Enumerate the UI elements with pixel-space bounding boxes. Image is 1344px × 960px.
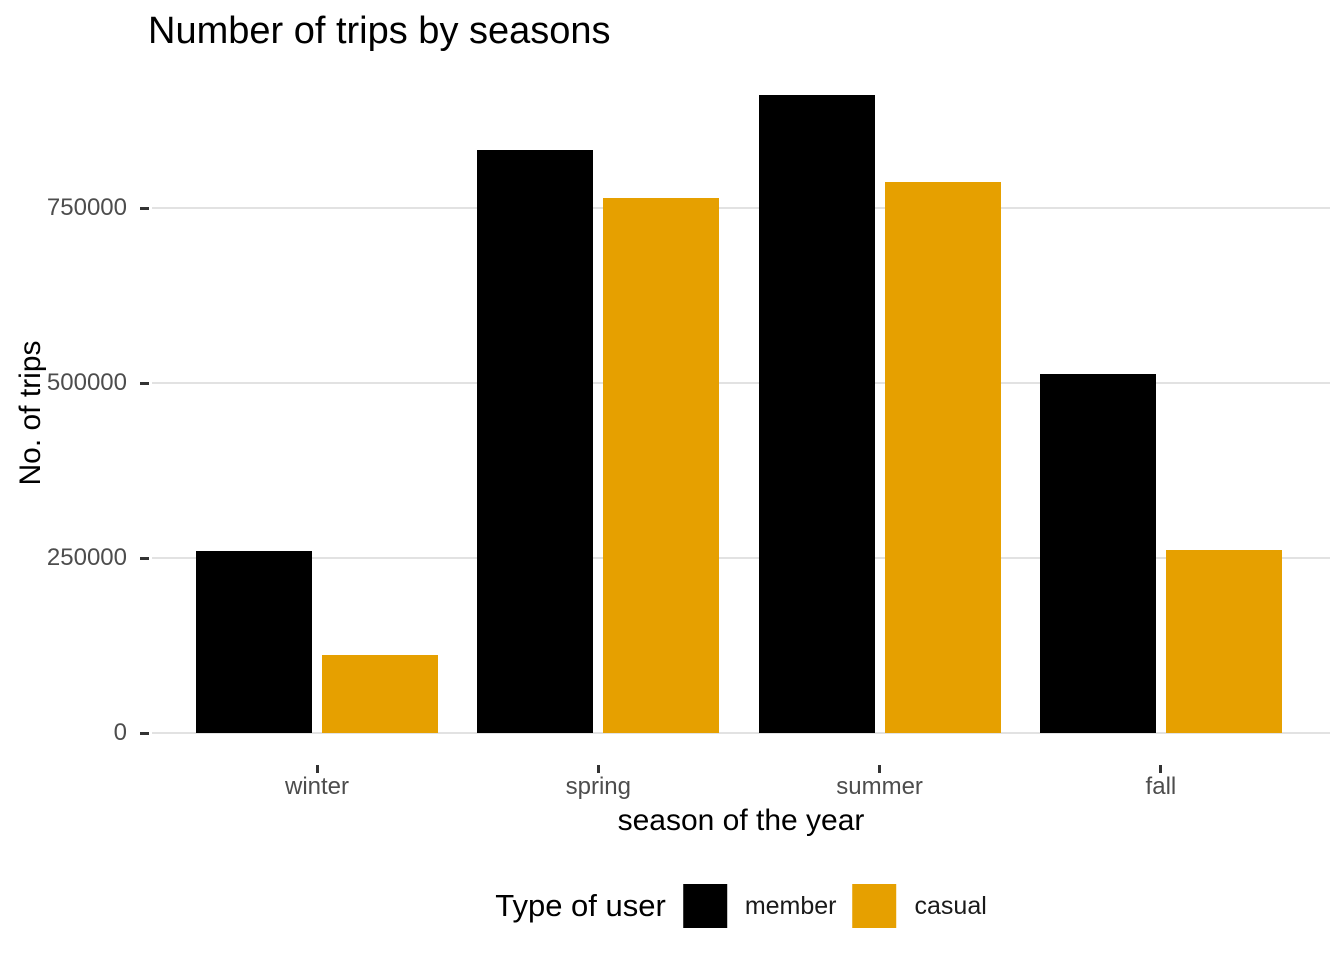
y-tick-0 [140, 731, 149, 735]
bar-fall-casual [1165, 550, 1282, 733]
x-tick-winter [315, 765, 319, 773]
x-tick-fall [1159, 765, 1163, 773]
legend-label-member: member [744, 891, 837, 920]
legend-item-casual: casual [852, 884, 987, 928]
bar-winter-casual [322, 655, 438, 733]
gridline-250000 [152, 557, 1330, 559]
y-tick-750000 [140, 206, 149, 210]
bar-winter-member [196, 551, 312, 733]
bar-spring-member [477, 149, 594, 733]
x-tick-label-winter: winter [284, 773, 350, 800]
x-axis-title: season of the year [617, 804, 865, 837]
legend-title: Type of user [495, 888, 666, 923]
x-tick-label-summer: summer [836, 773, 923, 800]
x-tick-summer [878, 765, 882, 773]
y-tick-500000 [140, 381, 149, 385]
x-tick-spring [596, 765, 600, 773]
bar-spring-casual [603, 198, 720, 733]
gridline-500000 [152, 382, 1330, 384]
x-tick-label-spring: spring [565, 773, 631, 800]
legend-items: member casual [682, 884, 987, 928]
legend-swatch-member [682, 884, 727, 928]
bar-fall-member [1039, 373, 1156, 733]
y-tick-label-750000: 750000 [46, 194, 127, 221]
legend-label-casual: casual [914, 891, 987, 920]
legend: Type of user member casual [495, 884, 987, 928]
y-tick-label-0: 0 [113, 719, 127, 746]
y-tick-label-500000: 500000 [46, 369, 127, 396]
x-tick-label-fall: fall [1145, 773, 1177, 800]
y-tick-250000 [140, 556, 149, 560]
y-tick-label-250000: 250000 [46, 544, 127, 571]
legend-item-member: member [682, 884, 837, 928]
legend-swatch-casual [852, 884, 897, 928]
chart-title: Number of trips by seasons [148, 10, 611, 52]
bar-summer-member [758, 94, 875, 733]
bar-summer-casual [884, 182, 1001, 733]
gridline-0 [152, 732, 1330, 734]
gridline-750000 [152, 207, 1330, 209]
